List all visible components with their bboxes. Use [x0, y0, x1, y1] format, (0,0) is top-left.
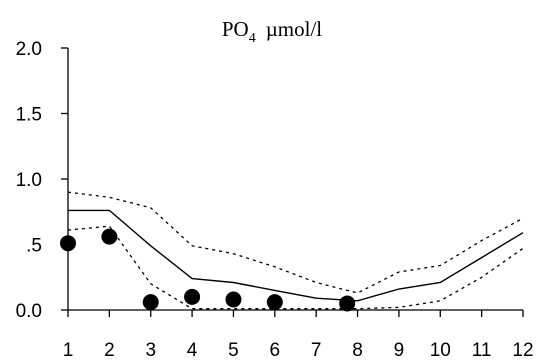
x-tick-label: 7	[311, 340, 322, 360]
x-tick-label: 8	[352, 340, 363, 360]
plot-area	[60, 191, 524, 312]
x-tick-label: 12	[512, 340, 533, 360]
x-tick-label: 4	[187, 340, 198, 360]
y-tick-label: 1.5	[16, 105, 42, 126]
lower-bound-line	[67, 225, 524, 310]
data-point-marker	[60, 235, 76, 252]
mean-line	[68, 209, 524, 302]
x-tick-label: 11	[472, 340, 492, 360]
x-tick-label: 3	[145, 340, 156, 360]
x-tick-label: 6	[270, 340, 281, 360]
y-tick-label: 0.0	[16, 301, 42, 322]
chart-title-main: PO	[222, 17, 249, 41]
y-tick-label: .5	[26, 236, 42, 257]
x-tick-label: 1	[63, 340, 74, 360]
y-tick-label: 2.0	[16, 39, 42, 60]
x-tick-label: 9	[394, 340, 405, 360]
data-point-marker	[339, 295, 356, 312]
x-tick-label: 5	[228, 340, 239, 360]
upper-bound-line	[67, 191, 524, 294]
x-tick-label: 10	[430, 340, 451, 360]
data-point-marker	[142, 294, 159, 311]
data-point-marker	[184, 288, 201, 305]
data-point-marker	[225, 291, 242, 308]
y-tick-label: 1.0	[16, 170, 42, 191]
data-point-marker	[266, 294, 283, 311]
chart-title-subscript: 4	[249, 31, 256, 46]
data-point-marker	[101, 228, 118, 245]
x-tick-label: 2	[104, 340, 115, 360]
axes: 0.0.51.01.52.01 2 3 4 5 6 7 8 9 10 11 12	[16, 39, 534, 360]
chart-title: PO4 µmol/l	[222, 17, 322, 46]
chart-title-unit: µmol/l	[266, 17, 323, 41]
